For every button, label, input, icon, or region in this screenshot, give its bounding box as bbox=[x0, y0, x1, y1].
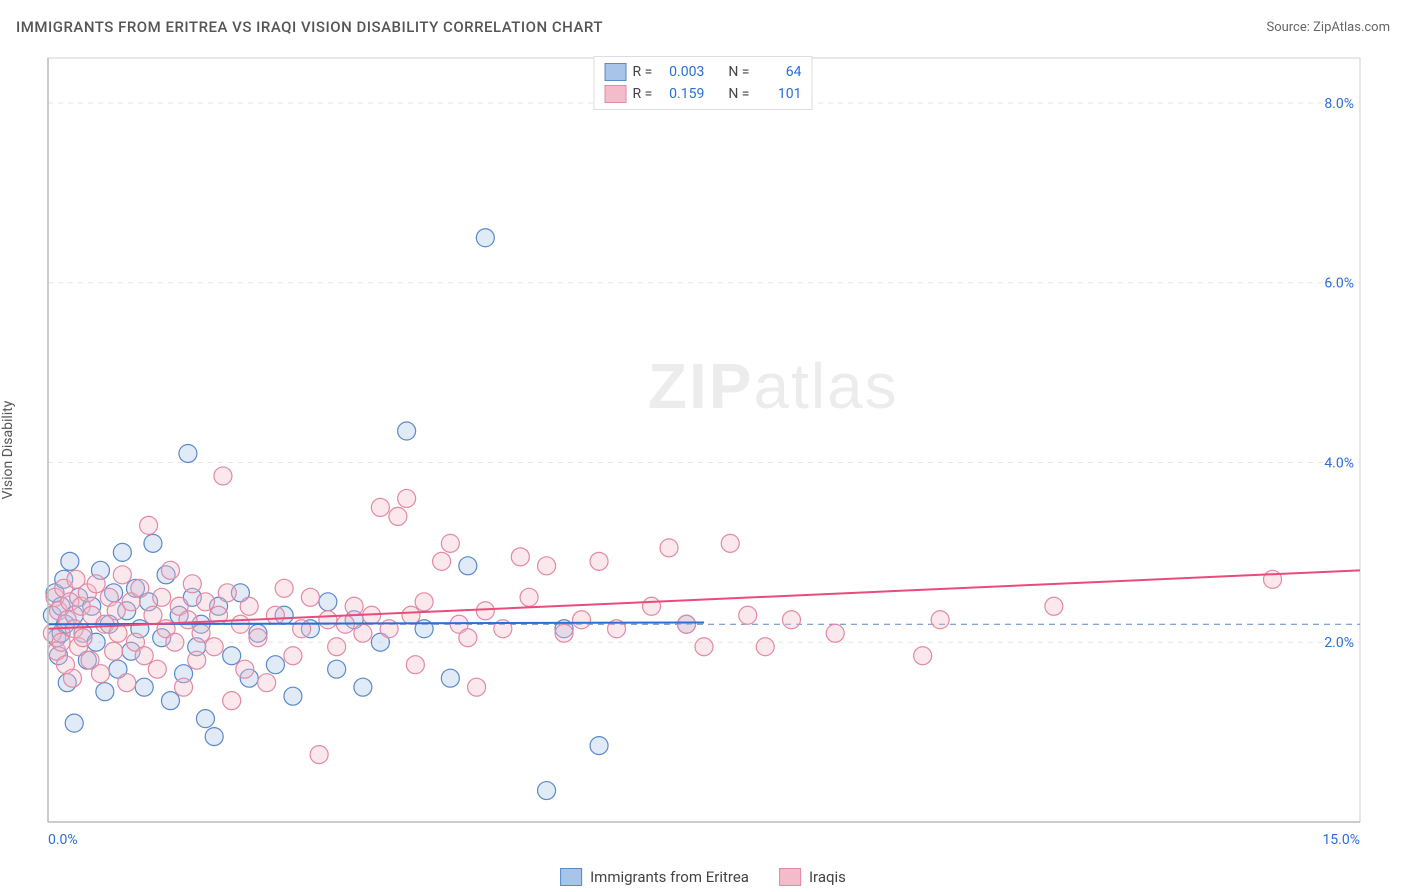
header-row: IMMIGRANTS FROM ERITREA VS IRAQI VISION … bbox=[16, 18, 1390, 36]
source-label: Source: ZipAtlas.com bbox=[1266, 20, 1390, 35]
chart-title: IMMIGRANTS FROM ERITREA VS IRAQI VISION … bbox=[16, 18, 603, 36]
legend-series-label-1: Immigrants from Eritrea bbox=[590, 868, 749, 886]
legend-r-value-2: 0.159 bbox=[658, 86, 704, 102]
legend-series-item-1: Immigrants from Eritrea bbox=[560, 868, 749, 886]
legend-stats: R = 0.003 N = 64 R = 0.159 N = 101 bbox=[594, 56, 813, 110]
legend-n-label-2: N = bbox=[728, 86, 749, 102]
legend-series-swatch-1 bbox=[560, 868, 582, 886]
y-axis-label: Vision Disability bbox=[0, 401, 16, 500]
legend-r-label-1: R = bbox=[633, 64, 653, 80]
legend-n-label-1: N = bbox=[728, 64, 749, 80]
svg-text:8.0%: 8.0% bbox=[1324, 96, 1354, 112]
legend-swatch-2 bbox=[605, 85, 627, 103]
svg-text:2.0%: 2.0% bbox=[1324, 635, 1354, 651]
legend-stats-row-1: R = 0.003 N = 64 bbox=[605, 61, 802, 83]
legend-series-label-2: Iraqis bbox=[809, 868, 846, 886]
svg-text:4.0%: 4.0% bbox=[1324, 455, 1354, 471]
legend-n-value-1: 64 bbox=[755, 64, 801, 80]
legend-r-label-2: R = bbox=[633, 86, 653, 102]
legend-series-item-2: Iraqis bbox=[779, 868, 846, 886]
legend-stats-row-2: R = 0.159 N = 101 bbox=[605, 83, 802, 105]
scatter-chart: 2.0% 4.0% 6.0% 8.0% 0.0% 15.0% bbox=[0, 50, 1406, 850]
svg-text:0.0%: 0.0% bbox=[48, 832, 78, 848]
legend-r-value-1: 0.003 bbox=[658, 64, 704, 80]
svg-text:15.0%: 15.0% bbox=[1322, 832, 1360, 848]
legend-series: Immigrants from Eritrea Iraqis bbox=[560, 868, 846, 886]
chart-container: Vision Disability 2.0% 4.0% 6.0% 8.0% 0.0% 15… bbox=[0, 50, 1406, 850]
legend-swatch-1 bbox=[605, 63, 627, 81]
legend-series-swatch-2 bbox=[779, 868, 801, 886]
legend-n-value-2: 101 bbox=[755, 86, 801, 102]
svg-text:6.0%: 6.0% bbox=[1324, 276, 1354, 292]
